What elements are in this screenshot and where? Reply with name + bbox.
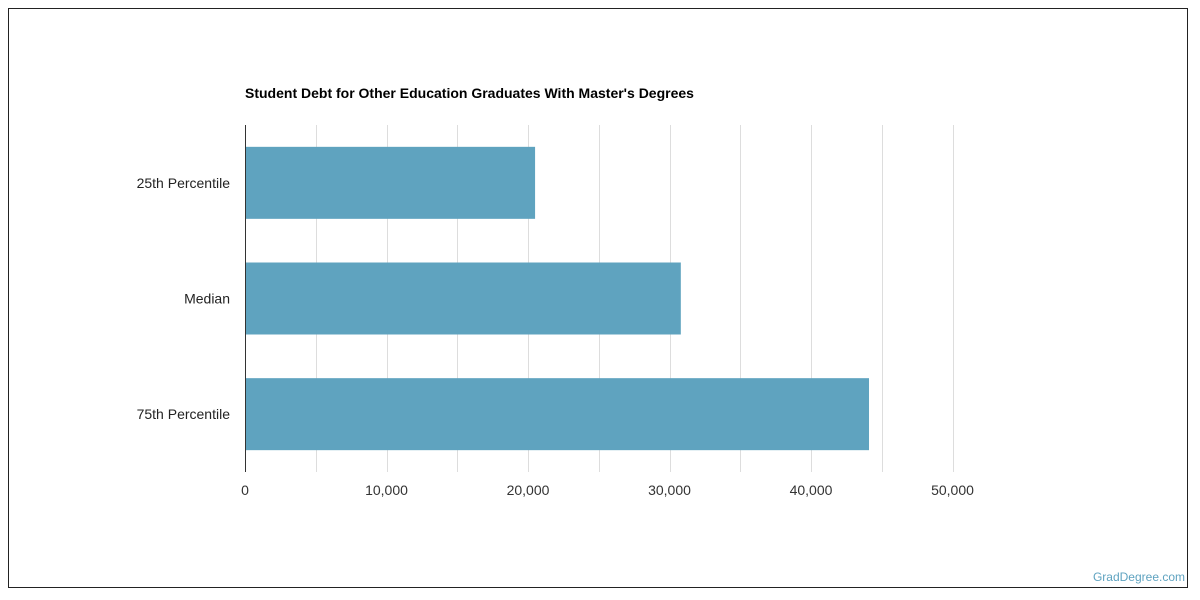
x-tick-label: 40,000 bbox=[790, 482, 833, 498]
x-tick-label: 10,000 bbox=[365, 482, 408, 498]
bar-median bbox=[245, 262, 681, 335]
x-tick-label: 0 bbox=[241, 482, 249, 498]
bar-25th-percentile bbox=[245, 146, 536, 219]
category-label: 25th Percentile bbox=[137, 175, 231, 191]
category-label: 75th Percentile bbox=[137, 406, 231, 422]
chart-title: Student Debt for Other Education Graduat… bbox=[245, 85, 694, 101]
x-tick-label: 20,000 bbox=[507, 482, 550, 498]
bar-75th-percentile bbox=[245, 378, 870, 451]
watermark-link[interactable]: GradDegree.com bbox=[1092, 570, 1185, 584]
x-tick-label: 30,000 bbox=[648, 482, 691, 498]
category-label: Median bbox=[184, 291, 230, 307]
x-tick-label: 50,000 bbox=[931, 482, 974, 498]
